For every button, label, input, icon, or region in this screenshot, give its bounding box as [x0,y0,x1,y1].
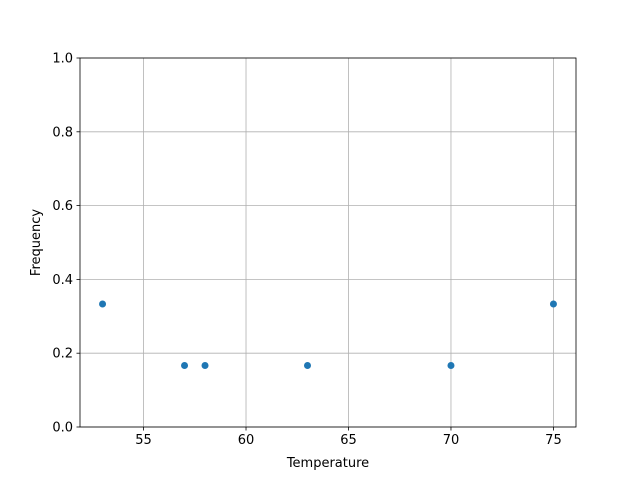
y-axis-ticks: 0.0 0.2 0.4 0.6 0.8 1.0 [52,52,80,436]
grid [80,57,576,428]
y-tick-label: 0.6 [52,199,73,214]
y-tick-label: 0.2 [52,347,73,362]
x-axis-label: Temperature [286,456,369,471]
y-tick-label: 0.0 [52,421,73,436]
y-tick-label: 1.0 [52,52,73,67]
y-tick-label: 0.4 [52,273,73,288]
y-tick-label: 0.8 [52,125,73,140]
x-axis-ticks: 55 60 65 70 75 [135,427,562,448]
data-point [549,300,557,308]
x-tick-label: 60 [238,433,255,448]
x-tick-label: 70 [443,433,460,448]
data-point [201,361,209,369]
axes-frame [79,57,577,428]
data-point [304,361,312,369]
x-tick-label: 65 [340,433,357,448]
data-point [447,361,455,369]
x-tick-label: 55 [135,433,152,448]
x-tick-label: 75 [545,433,562,448]
data-point [99,300,107,308]
y-axis-label: Frequency [29,209,44,276]
data-points [99,300,557,369]
data-point [181,361,189,369]
